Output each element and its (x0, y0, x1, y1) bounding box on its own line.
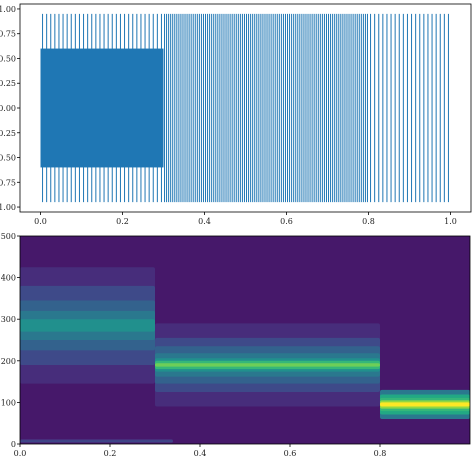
spectrogram-bands (20, 267, 470, 444)
spectrogram-y-tick-label: 100 (1, 398, 16, 407)
waveform-x-tick-label: 0.8 (362, 217, 375, 226)
spectrogram-y-tick-label: 300 (1, 315, 16, 324)
spectrogram-y-tick-label: 500 (1, 232, 16, 241)
spectrogram-plot: 0.0 0.2 0.4 0.6 0.8 0 100 200 300 400 500 (1, 232, 471, 458)
spectrogram-x-axis: 0.0 0.2 0.4 0.6 0.8 (14, 444, 387, 458)
spectrogram-band-3-level-1 (20, 440, 173, 442)
waveform-x-tick-label: 1.0 (444, 217, 457, 226)
waveform-y-axis: -1.00 -0.75 -0.50 -0.25 0.00 0.25 0.50 0.75 1.00 (0, 5, 20, 212)
spectrogram-plot-frame (19, 235, 471, 445)
spectrogram-x-tick-label: 0.0 (14, 449, 27, 458)
spectrogram-x-tick-label: 0.4 (194, 449, 207, 458)
spectrogram-y-tick-label: 200 (1, 357, 16, 366)
waveform-y-tick-label: -1.00 (0, 203, 16, 212)
waveform-y-tick-label: 0.50 (0, 54, 16, 63)
waveform-x-tick-label: 0.4 (198, 217, 211, 226)
spectrogram-x-tick-label: 0.8 (374, 449, 387, 458)
waveform-segment-1 (164, 13, 368, 203)
waveform-dense-block-0 (40, 48, 164, 168)
waveform-x-tick-label: 0.6 (280, 217, 293, 226)
spectrogram-x-tick-label: 0.6 (284, 449, 297, 458)
waveform-series (40, 13, 449, 203)
waveform-y-tick-label: -0.50 (0, 154, 16, 163)
waveform-y-tick-label: -0.25 (0, 129, 16, 138)
waveform-y-tick-label: 0.00 (0, 104, 16, 113)
waveform-x-tick-label: 0.2 (116, 217, 129, 226)
waveform-y-tick-label: -0.75 (0, 178, 16, 187)
waveform-segment-2 (370, 13, 449, 203)
waveform-plot: 0.0 0.2 0.4 0.6 0.8 1.0 -1.00 -0.75 -0.50 -0.25 0… (0, 3, 472, 226)
waveform-y-tick-label: 0.75 (0, 30, 16, 39)
spectrogram-band-1-level-6 (155, 363, 380, 367)
waveform-x-tick-label: 0.0 (34, 217, 47, 226)
spectrogram-x-tick-label: 0.2 (104, 449, 117, 458)
spectrogram-band-0-level-4 (20, 319, 155, 332)
waveform-y-tick-label: 0.25 (0, 79, 16, 88)
spectrogram-y-tick-label: 400 (1, 274, 16, 283)
spectrogram-y-axis: 0 100 200 300 400 500 (1, 232, 20, 449)
spectrogram-y-tick-label: 0 (11, 440, 16, 449)
waveform-x-axis: 0.0 0.2 0.4 0.6 0.8 1.0 (34, 212, 457, 226)
waveform-y-tick-label: 1.00 (0, 5, 16, 14)
spectrogram-band-2-level-4 (380, 402, 470, 407)
